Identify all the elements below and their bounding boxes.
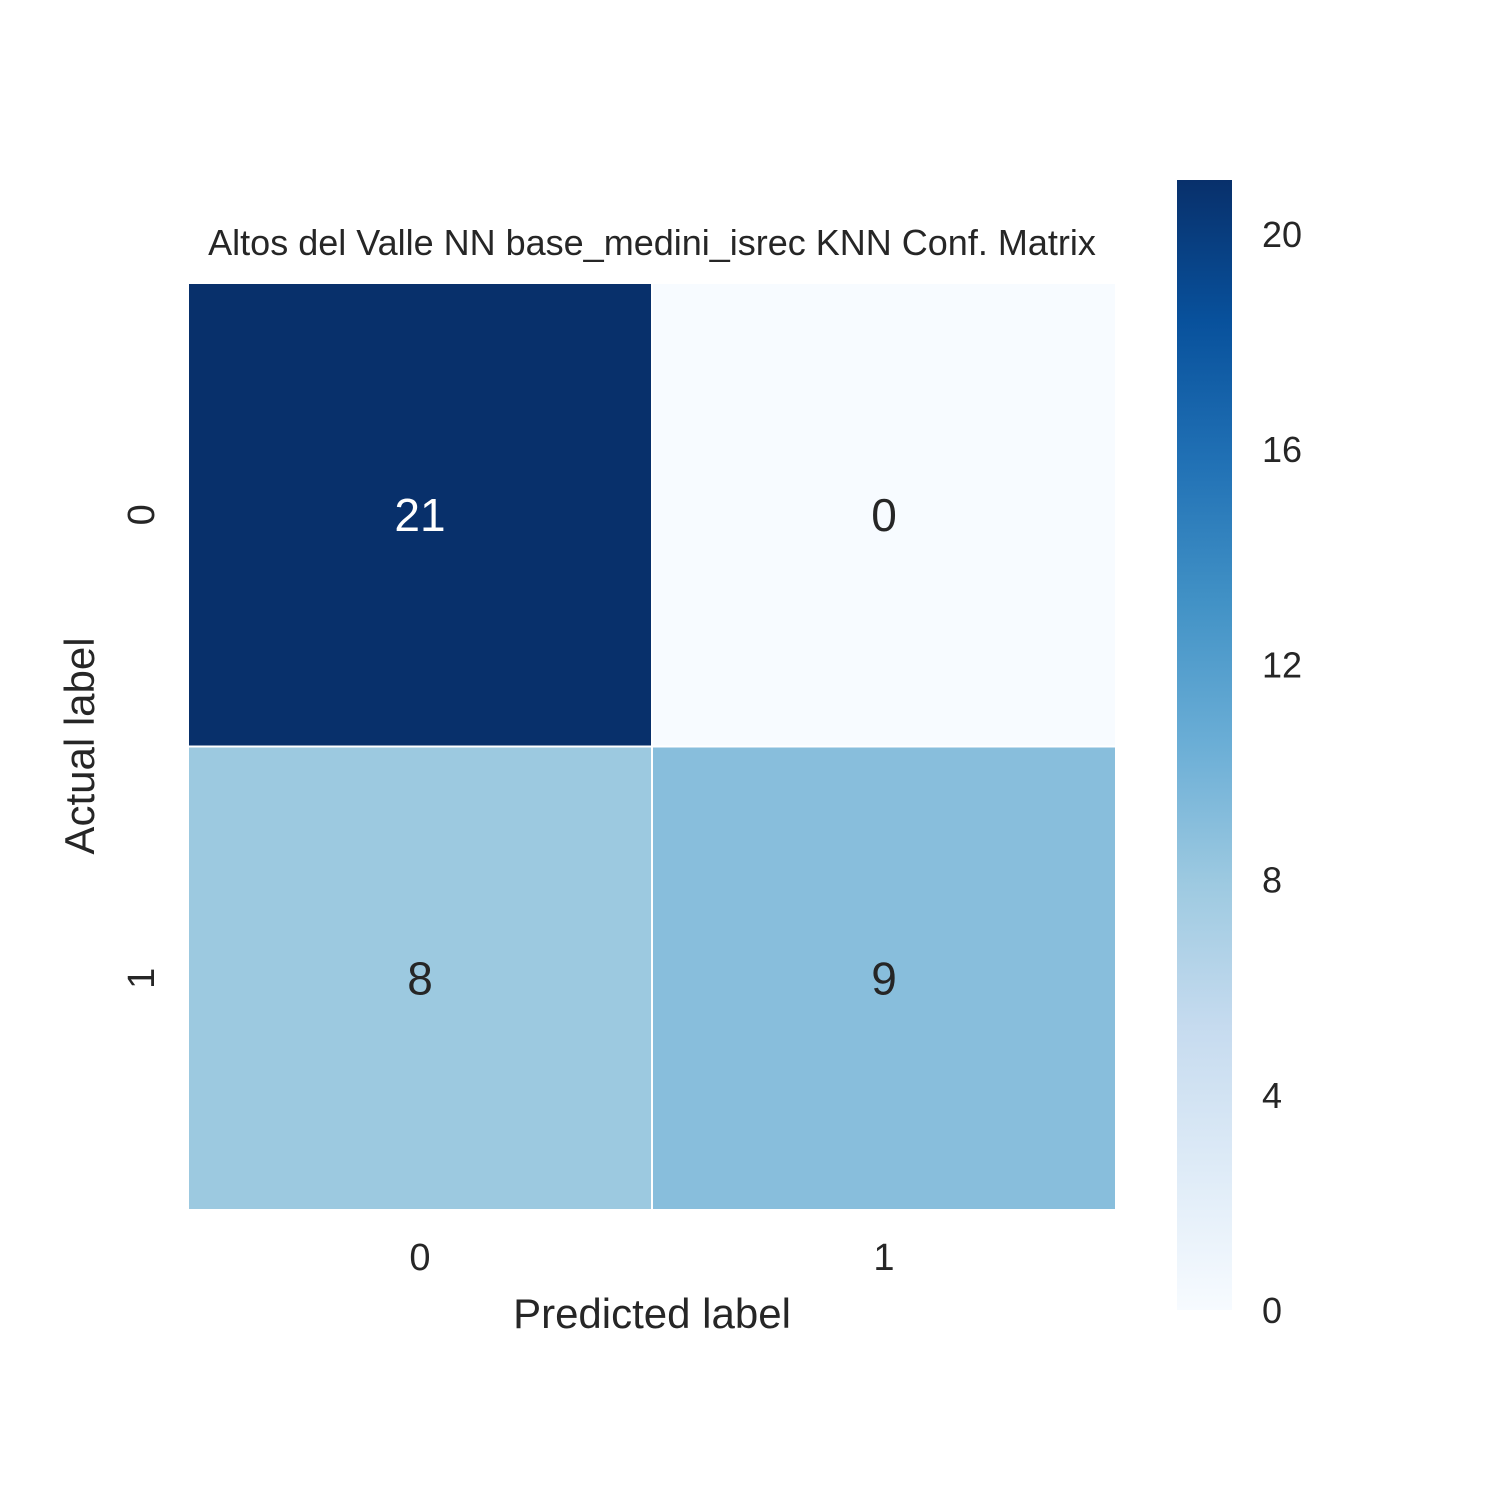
y-tick-label: 1 [121, 968, 163, 989]
cell-value-label-r1-c0: 8 [407, 952, 433, 1004]
colorbar [1177, 180, 1232, 1310]
heatmap-cell-r0-c0 [187, 282, 653, 748]
colorbar-tick-label: 12 [1262, 644, 1302, 685]
cell-value-label-r0-c0: 21 [394, 489, 445, 541]
y-axis-label: Actual label [56, 637, 103, 854]
x-tick-label: 0 [409, 1237, 430, 1279]
x-tick-label: 1 [873, 1237, 894, 1279]
cell-value-label-r1-c1: 9 [871, 952, 897, 1004]
y-tick-label: 0 [121, 504, 163, 525]
colorbar-tick-label: 8 [1262, 860, 1282, 901]
cell-value-label-r0-c1: 0 [871, 489, 897, 541]
colorbar-tick-label: 4 [1262, 1075, 1282, 1116]
colorbar-tick-labels: 0 4 8 12 16 20 [1262, 214, 1302, 1331]
y-tick-labels: 01 [121, 504, 163, 989]
heatmap-cells: 21 0 8 9 [187, 282, 1117, 1211]
heatmap-cell-r0-c1 [651, 282, 1117, 748]
colorbar-tick-label: 16 [1262, 429, 1302, 470]
chart-title: Altos del Valle NN base_medini_isrec KNN… [208, 222, 1096, 263]
colorbar-tick-label: 0 [1262, 1290, 1282, 1331]
colorbar-tick-label: 20 [1262, 214, 1302, 255]
heatmap-cell-r1-c1 [651, 745, 1117, 1211]
x-axis-label: Predicted label [513, 1290, 791, 1337]
heatmap-cell-r1-c0 [187, 745, 653, 1211]
